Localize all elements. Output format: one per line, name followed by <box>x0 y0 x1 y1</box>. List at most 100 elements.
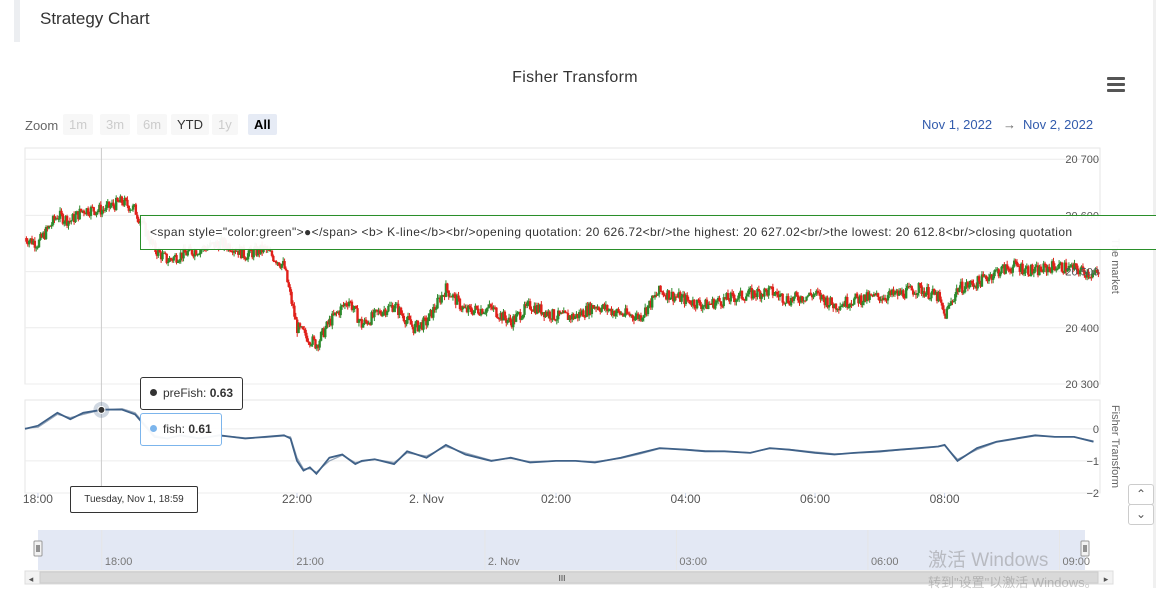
kline-candle <box>979 281 982 287</box>
kline-candle <box>1003 264 1006 274</box>
kline-candle <box>182 247 185 259</box>
kline-candle <box>733 298 737 303</box>
kline-candle <box>107 201 111 208</box>
zoom-6m-button[interactable]: 6m <box>137 114 168 135</box>
kline-candle <box>478 313 481 316</box>
kline-candle <box>965 282 968 287</box>
prefish-tooltip: preFish: 0.63 <box>140 377 244 410</box>
scroll-down-button[interactable]: ⌄ <box>1128 504 1154 525</box>
kline-candle <box>426 321 429 326</box>
kline-candle <box>122 202 125 206</box>
kline-candle <box>860 295 863 306</box>
kline-candle <box>453 294 456 296</box>
kline-candle <box>346 305 349 307</box>
kline-candle <box>124 197 128 200</box>
zoom-3m-button[interactable]: 3m <box>100 114 131 135</box>
kline-candle <box>631 314 634 319</box>
kline-candle <box>695 299 699 309</box>
kline-candle <box>527 301 530 303</box>
range-from-input[interactable]: Nov 1, 2022 <box>922 117 993 132</box>
kline-candle <box>747 289 751 295</box>
kline-candle <box>70 220 73 222</box>
kline-candle <box>897 290 901 296</box>
kline-candle <box>168 258 171 262</box>
kline-candle <box>833 303 836 309</box>
kline-candle <box>704 299 707 306</box>
range-to-input[interactable]: Nov 2, 2022 <box>1023 117 1094 132</box>
kline-candle <box>1028 274 1031 276</box>
kline-candle <box>77 211 80 220</box>
kline-candle <box>415 320 418 324</box>
kline-candle <box>93 211 97 215</box>
kline-candle <box>360 319 363 328</box>
kline-candle <box>173 255 177 257</box>
kline-candle <box>520 318 523 320</box>
kline-candle <box>482 312 486 314</box>
kline-candle <box>735 299 738 303</box>
kline-candle <box>1077 270 1080 275</box>
kline-candle <box>576 313 580 319</box>
kline-candle <box>998 273 1002 277</box>
kline-candle <box>771 286 775 296</box>
kline-candle <box>1010 271 1013 273</box>
kline-candle <box>573 316 577 319</box>
kline-candle <box>982 274 985 277</box>
scroll-up-button[interactable]: ⌃ <box>1128 484 1154 505</box>
windows-activation-watermark: 激活 Windows <box>928 550 1049 571</box>
kline-candle <box>718 297 721 302</box>
kline-candle <box>792 296 796 301</box>
kline-candle <box>500 312 504 321</box>
kline-candle <box>650 295 654 308</box>
range-arrow: → <box>1003 117 1016 132</box>
kline-candle <box>940 299 943 303</box>
kline-candle <box>110 202 114 206</box>
kline-candle <box>1090 276 1093 278</box>
kline-candle <box>533 305 536 312</box>
kline-candle <box>600 307 603 312</box>
kline-candle <box>774 291 777 295</box>
zoom-ytd-button[interactable]: YTD <box>171 114 209 135</box>
kline-candle <box>788 302 791 306</box>
kline-candle <box>1021 263 1024 275</box>
navigator-left-handle[interactable] <box>33 540 43 557</box>
kline-candle <box>390 305 393 307</box>
kline-candle <box>680 295 683 302</box>
kline-candle <box>95 212 98 215</box>
kline-candle <box>882 297 885 301</box>
kline-candle <box>737 293 741 299</box>
kline-candle <box>524 304 528 306</box>
kline-candle <box>840 306 843 308</box>
kline-candle <box>489 304 493 307</box>
zoom-all-button[interactable]: All <box>248 114 277 135</box>
kline-candle <box>361 324 365 328</box>
kline-candle <box>512 316 515 328</box>
kline-candle <box>753 290 756 296</box>
kline-candle <box>328 318 331 325</box>
navigator-right-handle[interactable] <box>1080 540 1090 557</box>
zoom-1m-button[interactable]: 1m <box>63 114 94 135</box>
horizontal-scrollbar[interactable]: ◂ ▸ III <box>24 570 1114 585</box>
kline-candle <box>446 283 449 291</box>
upper-tick-label: 20 400 <box>1065 323 1099 335</box>
kline-candle <box>815 290 818 294</box>
kline-candle <box>789 297 793 306</box>
navigator-tick-label: 06:00 <box>871 556 899 568</box>
hamburger-menu-icon[interactable] <box>1107 77 1125 93</box>
kline-candle <box>252 249 255 258</box>
kline-candle <box>256 247 260 256</box>
kline-candle <box>563 310 567 313</box>
kline-candle <box>510 322 514 328</box>
kline-candle <box>904 288 908 299</box>
kline-candle <box>419 322 422 326</box>
kline-candle <box>917 283 920 294</box>
kline-candle <box>711 299 714 305</box>
kline-candle <box>601 304 605 308</box>
zoom-1y-button[interactable]: 1y <box>212 114 238 135</box>
kline-candle <box>744 296 748 301</box>
kline-candle <box>395 303 399 305</box>
prefish-label: preFish: <box>163 386 207 400</box>
kline-candle <box>750 288 754 299</box>
kline-candle <box>861 302 864 306</box>
kline-candle <box>61 214 65 224</box>
kline-candle <box>1005 264 1009 269</box>
